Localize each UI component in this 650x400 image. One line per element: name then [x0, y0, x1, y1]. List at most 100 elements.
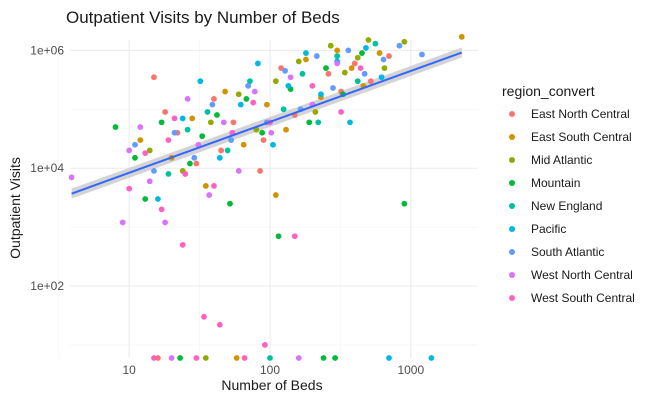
data-point: [201, 313, 207, 320]
data-point: [151, 167, 157, 174]
data-point: [182, 171, 189, 177]
data-point: [332, 355, 339, 361]
data-point: [189, 115, 196, 122]
legend-swatch: [509, 111, 515, 117]
data-point: [254, 60, 261, 67]
data-point: [146, 147, 153, 154]
data-points: [68, 33, 465, 361]
data-point: [401, 38, 408, 45]
legend-swatch: [509, 157, 515, 163]
data-point: [155, 196, 161, 202]
data-point: [151, 355, 157, 361]
data-point: [151, 74, 157, 81]
data-point: [126, 185, 133, 192]
data-point: [171, 115, 178, 122]
data-point: [309, 82, 316, 89]
legend-label: Mid Atlantic: [531, 153, 592, 167]
data-point: [218, 147, 225, 154]
data-point: [245, 82, 252, 89]
data-point: [247, 78, 253, 85]
data-point: [280, 106, 287, 113]
data-point: [347, 119, 353, 126]
data-point: [372, 40, 379, 47]
data-point: [283, 126, 289, 133]
data-point: [211, 96, 217, 102]
data-point: [354, 78, 361, 85]
legend-label: West South Central: [531, 291, 635, 305]
legend-swatch: [509, 134, 515, 140]
trend-line: [71, 51, 463, 195]
data-point: [315, 119, 322, 126]
data-point: [126, 147, 133, 154]
data-point: [230, 119, 237, 126]
data-point: [367, 78, 374, 85]
chart-title: Outpatient Visits by Number of Beds: [66, 8, 340, 27]
data-point: [318, 91, 324, 98]
data-point: [348, 65, 355, 72]
data-point: [243, 96, 250, 102]
data-point: [137, 137, 144, 143]
data-point: [235, 167, 242, 174]
data-point: [227, 200, 233, 207]
data-point: [268, 129, 275, 136]
data-point: [345, 47, 352, 54]
data-point: [193, 355, 200, 361]
data-point: [330, 85, 336, 91]
data-point: [267, 355, 273, 361]
data-point: [68, 174, 75, 181]
x-tick-label: 100: [260, 363, 280, 377]
data-point: [216, 154, 223, 161]
legend-swatch: [509, 180, 515, 186]
data-point: [334, 53, 341, 59]
data-point: [320, 355, 327, 361]
legend-label: East North Central: [531, 107, 630, 121]
data-point: [158, 206, 165, 213]
data-point: [272, 78, 279, 85]
data-point: [386, 355, 392, 361]
data-point: [295, 355, 302, 361]
data-point: [396, 42, 403, 49]
data-point: [209, 101, 216, 108]
data-point: [171, 129, 178, 136]
x-axis-ticks: 10 100 1000: [122, 363, 424, 377]
data-point: [361, 70, 368, 77]
data-point: [187, 160, 193, 167]
legend-label: Pacific: [531, 222, 566, 236]
data-point: [220, 119, 227, 126]
data-point: [193, 160, 200, 167]
data-point: [270, 141, 276, 148]
legend-label: East South Central: [531, 130, 632, 144]
data-point: [202, 355, 209, 361]
legend-label: Mountain: [531, 176, 580, 190]
data-point: [132, 141, 138, 148]
data-point: [162, 109, 169, 115]
data-point: [306, 119, 313, 126]
legend-label: South Atlantic: [531, 245, 604, 259]
data-point: [259, 129, 266, 136]
data-point: [378, 74, 385, 81]
data-point: [260, 137, 267, 143]
data-point: [142, 150, 149, 157]
data-point: [199, 133, 206, 140]
data-point: [251, 88, 258, 95]
data-point: [272, 192, 279, 198]
data-point: [112, 124, 119, 130]
data-point: [428, 355, 435, 361]
data-point: [240, 141, 247, 148]
data-point: [165, 137, 172, 143]
data-point: [202, 183, 209, 189]
data-point: [303, 56, 309, 63]
data-point: [197, 78, 204, 85]
data-point: [354, 54, 361, 61]
data-point: [222, 88, 229, 95]
x-axis-title: Number of Beds: [221, 377, 322, 393]
data-point: [146, 178, 153, 185]
data-point: [235, 91, 242, 98]
data-point: [165, 171, 172, 177]
legend-swatch: [509, 226, 515, 232]
data-point: [119, 219, 126, 226]
legend-items: East North Central East South Central Mid …: [509, 107, 635, 305]
data-point: [179, 115, 186, 122]
data-point: [327, 42, 334, 49]
data-point: [341, 69, 348, 76]
